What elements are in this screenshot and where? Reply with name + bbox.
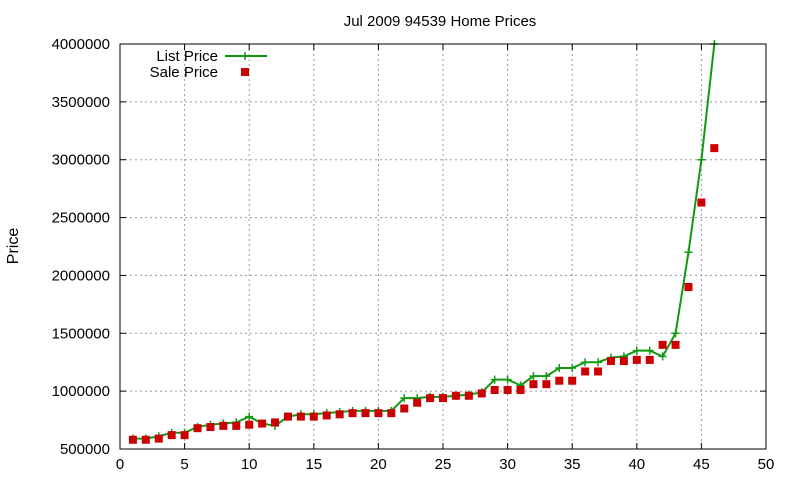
data-point bbox=[581, 358, 590, 367]
data-point bbox=[490, 375, 499, 384]
data-point bbox=[606, 357, 615, 366]
x-tick-label: 30 bbox=[499, 456, 516, 473]
series-line bbox=[132, 43, 716, 440]
data-point bbox=[490, 385, 499, 394]
x-tick-label: 45 bbox=[693, 456, 710, 473]
data-point bbox=[671, 340, 680, 349]
data-point bbox=[684, 283, 693, 291]
data-point bbox=[439, 394, 447, 403]
data-point bbox=[464, 391, 473, 400]
data-point bbox=[710, 144, 719, 153]
data-point bbox=[245, 412, 254, 421]
legend-label: List Price bbox=[156, 48, 218, 65]
data-point bbox=[154, 434, 163, 443]
data-point bbox=[361, 409, 370, 418]
legend-label: Sale Price bbox=[150, 64, 218, 81]
data-point bbox=[658, 340, 667, 349]
data-point bbox=[232, 421, 241, 430]
data-point bbox=[258, 419, 267, 428]
data-point bbox=[322, 411, 331, 420]
data-point bbox=[658, 352, 667, 361]
data-point bbox=[594, 358, 603, 367]
x-tick-label: 20 bbox=[370, 456, 387, 473]
data-point bbox=[542, 372, 551, 381]
data-point bbox=[503, 375, 512, 384]
data-point bbox=[516, 385, 525, 394]
data-point bbox=[671, 329, 680, 338]
data-point bbox=[167, 431, 176, 440]
data-point bbox=[684, 248, 693, 257]
data-point bbox=[219, 421, 228, 430]
x-tick-label: 40 bbox=[628, 456, 645, 473]
series-marks bbox=[128, 40, 719, 444]
data-point bbox=[568, 364, 577, 372]
y-tick-label: 3000000 bbox=[52, 152, 110, 169]
legend-marker bbox=[241, 68, 249, 76]
data-point bbox=[335, 410, 344, 419]
y-tick-label: 3500000 bbox=[52, 94, 110, 111]
data-point bbox=[619, 357, 628, 366]
data-point bbox=[206, 423, 215, 432]
data-point bbox=[542, 380, 551, 389]
data-point bbox=[348, 409, 357, 418]
data-point bbox=[477, 389, 486, 398]
plot-frame bbox=[119, 43, 767, 450]
data-point bbox=[529, 372, 538, 381]
data-point bbox=[697, 155, 706, 164]
y-axis-label: Price bbox=[5, 228, 22, 265]
data-point bbox=[697, 198, 706, 207]
series-sale-price bbox=[128, 144, 719, 444]
data-point bbox=[374, 409, 383, 418]
data-point bbox=[581, 367, 590, 376]
y-tick-label: 1000000 bbox=[52, 383, 110, 400]
data-point bbox=[632, 355, 641, 364]
data-point bbox=[245, 420, 254, 429]
data-point bbox=[271, 418, 280, 427]
data-point bbox=[503, 385, 512, 394]
legend-marker bbox=[241, 52, 249, 60]
y-tick-label: 500000 bbox=[60, 441, 110, 458]
data-point bbox=[387, 409, 396, 418]
y-tick-label: 2000000 bbox=[52, 267, 110, 284]
data-point bbox=[555, 376, 564, 385]
data-point bbox=[645, 346, 654, 355]
x-tick-label: 0 bbox=[116, 456, 124, 473]
x-tick-label: 35 bbox=[564, 456, 581, 473]
series-list-price bbox=[128, 40, 719, 443]
data-point bbox=[632, 346, 641, 355]
data-point bbox=[400, 404, 409, 413]
data-point bbox=[141, 435, 150, 444]
data-point bbox=[400, 394, 409, 403]
data-point bbox=[128, 435, 137, 444]
chart-title: Jul 2009 94539 Home Prices bbox=[344, 13, 537, 30]
data-point bbox=[529, 380, 538, 389]
data-point bbox=[555, 364, 564, 372]
grid-lines bbox=[120, 44, 766, 449]
x-tick-label: 50 bbox=[758, 456, 775, 473]
x-tick-label: 10 bbox=[241, 456, 258, 473]
y-tick-label: 4000000 bbox=[52, 36, 110, 53]
data-point bbox=[645, 355, 654, 364]
data-point bbox=[568, 376, 577, 385]
data-point bbox=[594, 367, 603, 376]
y-tick-label: 2500000 bbox=[52, 210, 110, 227]
data-point bbox=[180, 431, 189, 440]
axis-ticks: 0 5 10 15 20 25 30 35 40 45 50 500000 1000000 1500000… bbox=[52, 36, 775, 473]
x-tick-label: 25 bbox=[435, 456, 452, 473]
x-tick-label: 5 bbox=[180, 456, 188, 473]
data-point bbox=[309, 412, 318, 421]
data-point bbox=[451, 391, 460, 400]
data-point bbox=[283, 412, 292, 421]
data-point bbox=[426, 394, 435, 403]
data-point bbox=[296, 412, 305, 421]
y-tick-label: 1500000 bbox=[52, 325, 110, 342]
x-tick-label: 15 bbox=[305, 456, 322, 473]
data-point bbox=[413, 398, 422, 407]
data-point bbox=[193, 424, 202, 433]
